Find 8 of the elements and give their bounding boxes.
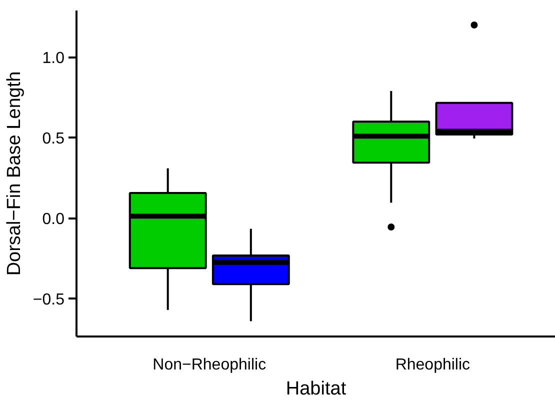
- x-axis-title: Habitat: [286, 378, 347, 400]
- y-axis-title: Dorsal−Fin Base Length: [4, 71, 25, 276]
- y-tick-label: 1.0: [42, 50, 65, 68]
- y-tick-label: 0.5: [42, 130, 65, 148]
- y-tick-label: −0.5: [32, 292, 65, 309]
- x-tick-label: Non−Rheophilic: [152, 356, 266, 374]
- x-tick-label: Rheophilic: [395, 356, 470, 374]
- y-tick-label: 0.0: [42, 211, 65, 228]
